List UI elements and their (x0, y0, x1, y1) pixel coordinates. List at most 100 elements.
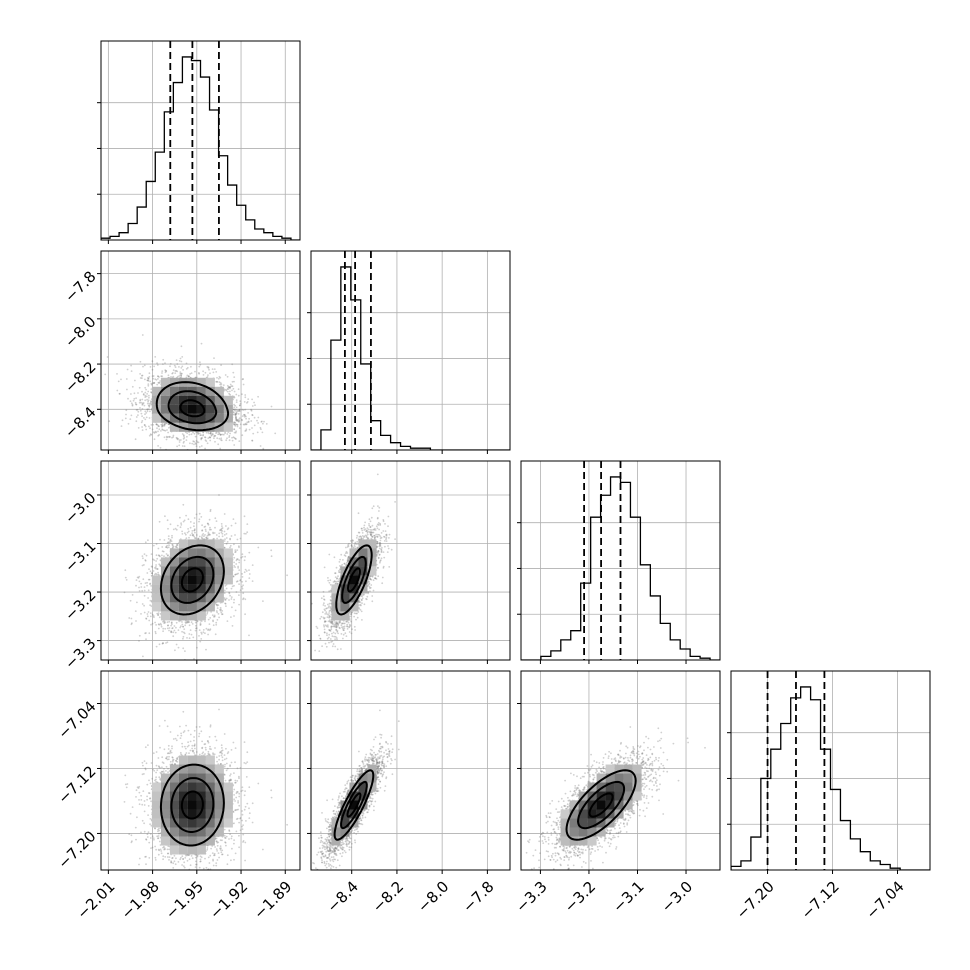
sample-point (207, 454, 209, 456)
sample-point (142, 393, 145, 396)
density-cell (178, 404, 188, 414)
sample-point (138, 580, 141, 583)
sample-point (199, 432, 201, 435)
sample-point (190, 633, 193, 636)
sample-point (175, 528, 178, 531)
sample-point (153, 438, 156, 441)
sample-point (125, 378, 128, 380)
sample-point (215, 623, 218, 626)
sample-point (179, 357, 182, 360)
density-cell (196, 395, 206, 405)
sample-point (252, 432, 255, 435)
sample-point (218, 375, 221, 378)
density-cell (196, 422, 206, 432)
sample-point (200, 438, 203, 441)
sample-point (158, 425, 160, 428)
sample-point (157, 434, 160, 437)
sample-point (196, 620, 199, 623)
sample-point (237, 413, 240, 415)
sample-point (168, 620, 171, 623)
sample-point (233, 411, 235, 414)
sample-point (165, 369, 168, 372)
panel-frame (100, 250, 301, 451)
sample-point (204, 632, 206, 635)
density-cell (160, 404, 170, 414)
sample-point (195, 443, 197, 445)
sample-point (216, 537, 219, 540)
sample-point (152, 431, 155, 434)
sample-point (195, 627, 197, 630)
sample-point (219, 433, 222, 436)
sample-point (217, 604, 220, 606)
sample-point (219, 434, 222, 436)
sample-point (147, 379, 149, 382)
sample-point (164, 369, 167, 372)
sample-point (130, 364, 133, 367)
sample-point (234, 413, 237, 415)
sample-point (158, 428, 161, 431)
sample-point (207, 629, 209, 631)
sample-point (167, 374, 170, 377)
sample-point (221, 530, 224, 532)
sample-point (204, 525, 207, 528)
sample-point (248, 417, 251, 420)
sample-point (146, 393, 149, 395)
density-cell (160, 395, 170, 405)
sample-point (157, 571, 160, 574)
sample-point (233, 428, 236, 431)
sample-point (245, 415, 247, 418)
sample-point (207, 628, 210, 631)
sample-point (159, 622, 162, 625)
sample-point (130, 370, 133, 372)
sample-point (235, 438, 237, 440)
sample-point (286, 574, 288, 577)
sample-point (167, 431, 170, 434)
sample-point (215, 380, 218, 383)
sample-point (130, 617, 133, 620)
sample-point (184, 533, 187, 536)
sample-point (215, 432, 218, 435)
sample-point (124, 576, 127, 579)
sample-point (224, 538, 226, 541)
sample-point (167, 537, 170, 540)
sample-point (243, 559, 246, 562)
sample-point (151, 622, 154, 625)
sample-point (206, 534, 209, 537)
sample-point (173, 629, 176, 632)
sample-point (147, 408, 150, 411)
sample-point (161, 372, 163, 374)
sample-point (216, 437, 219, 440)
sample-point (243, 414, 245, 416)
sample-point (169, 365, 171, 368)
sample-point (147, 611, 150, 613)
sample-point (167, 436, 170, 438)
sample-point (206, 442, 209, 445)
sample-point (153, 382, 156, 384)
sample-point (187, 451, 189, 453)
sample-point (248, 577, 251, 579)
sample-point (236, 419, 239, 422)
sample-point (221, 535, 224, 538)
sample-point (202, 434, 204, 437)
sample-point (230, 524, 233, 527)
sample-point (147, 578, 150, 581)
sample-point (195, 534, 198, 536)
panel-content (123, 494, 288, 660)
sample-point (200, 631, 203, 634)
density-cell (169, 386, 179, 396)
sample-point (182, 637, 184, 640)
sample-point (242, 597, 245, 600)
sample-point (180, 360, 183, 363)
sample-point (206, 537, 209, 540)
sample-point (251, 439, 254, 442)
sample-point (175, 369, 178, 372)
sample-point (178, 620, 181, 623)
sample-point (217, 443, 220, 446)
histogram-step (521, 476, 720, 660)
sample-point (169, 538, 172, 541)
sample-point (146, 408, 149, 411)
sample-point (174, 372, 177, 374)
sample-point (219, 608, 221, 611)
sample-point (164, 362, 166, 364)
sample-point (217, 433, 220, 436)
